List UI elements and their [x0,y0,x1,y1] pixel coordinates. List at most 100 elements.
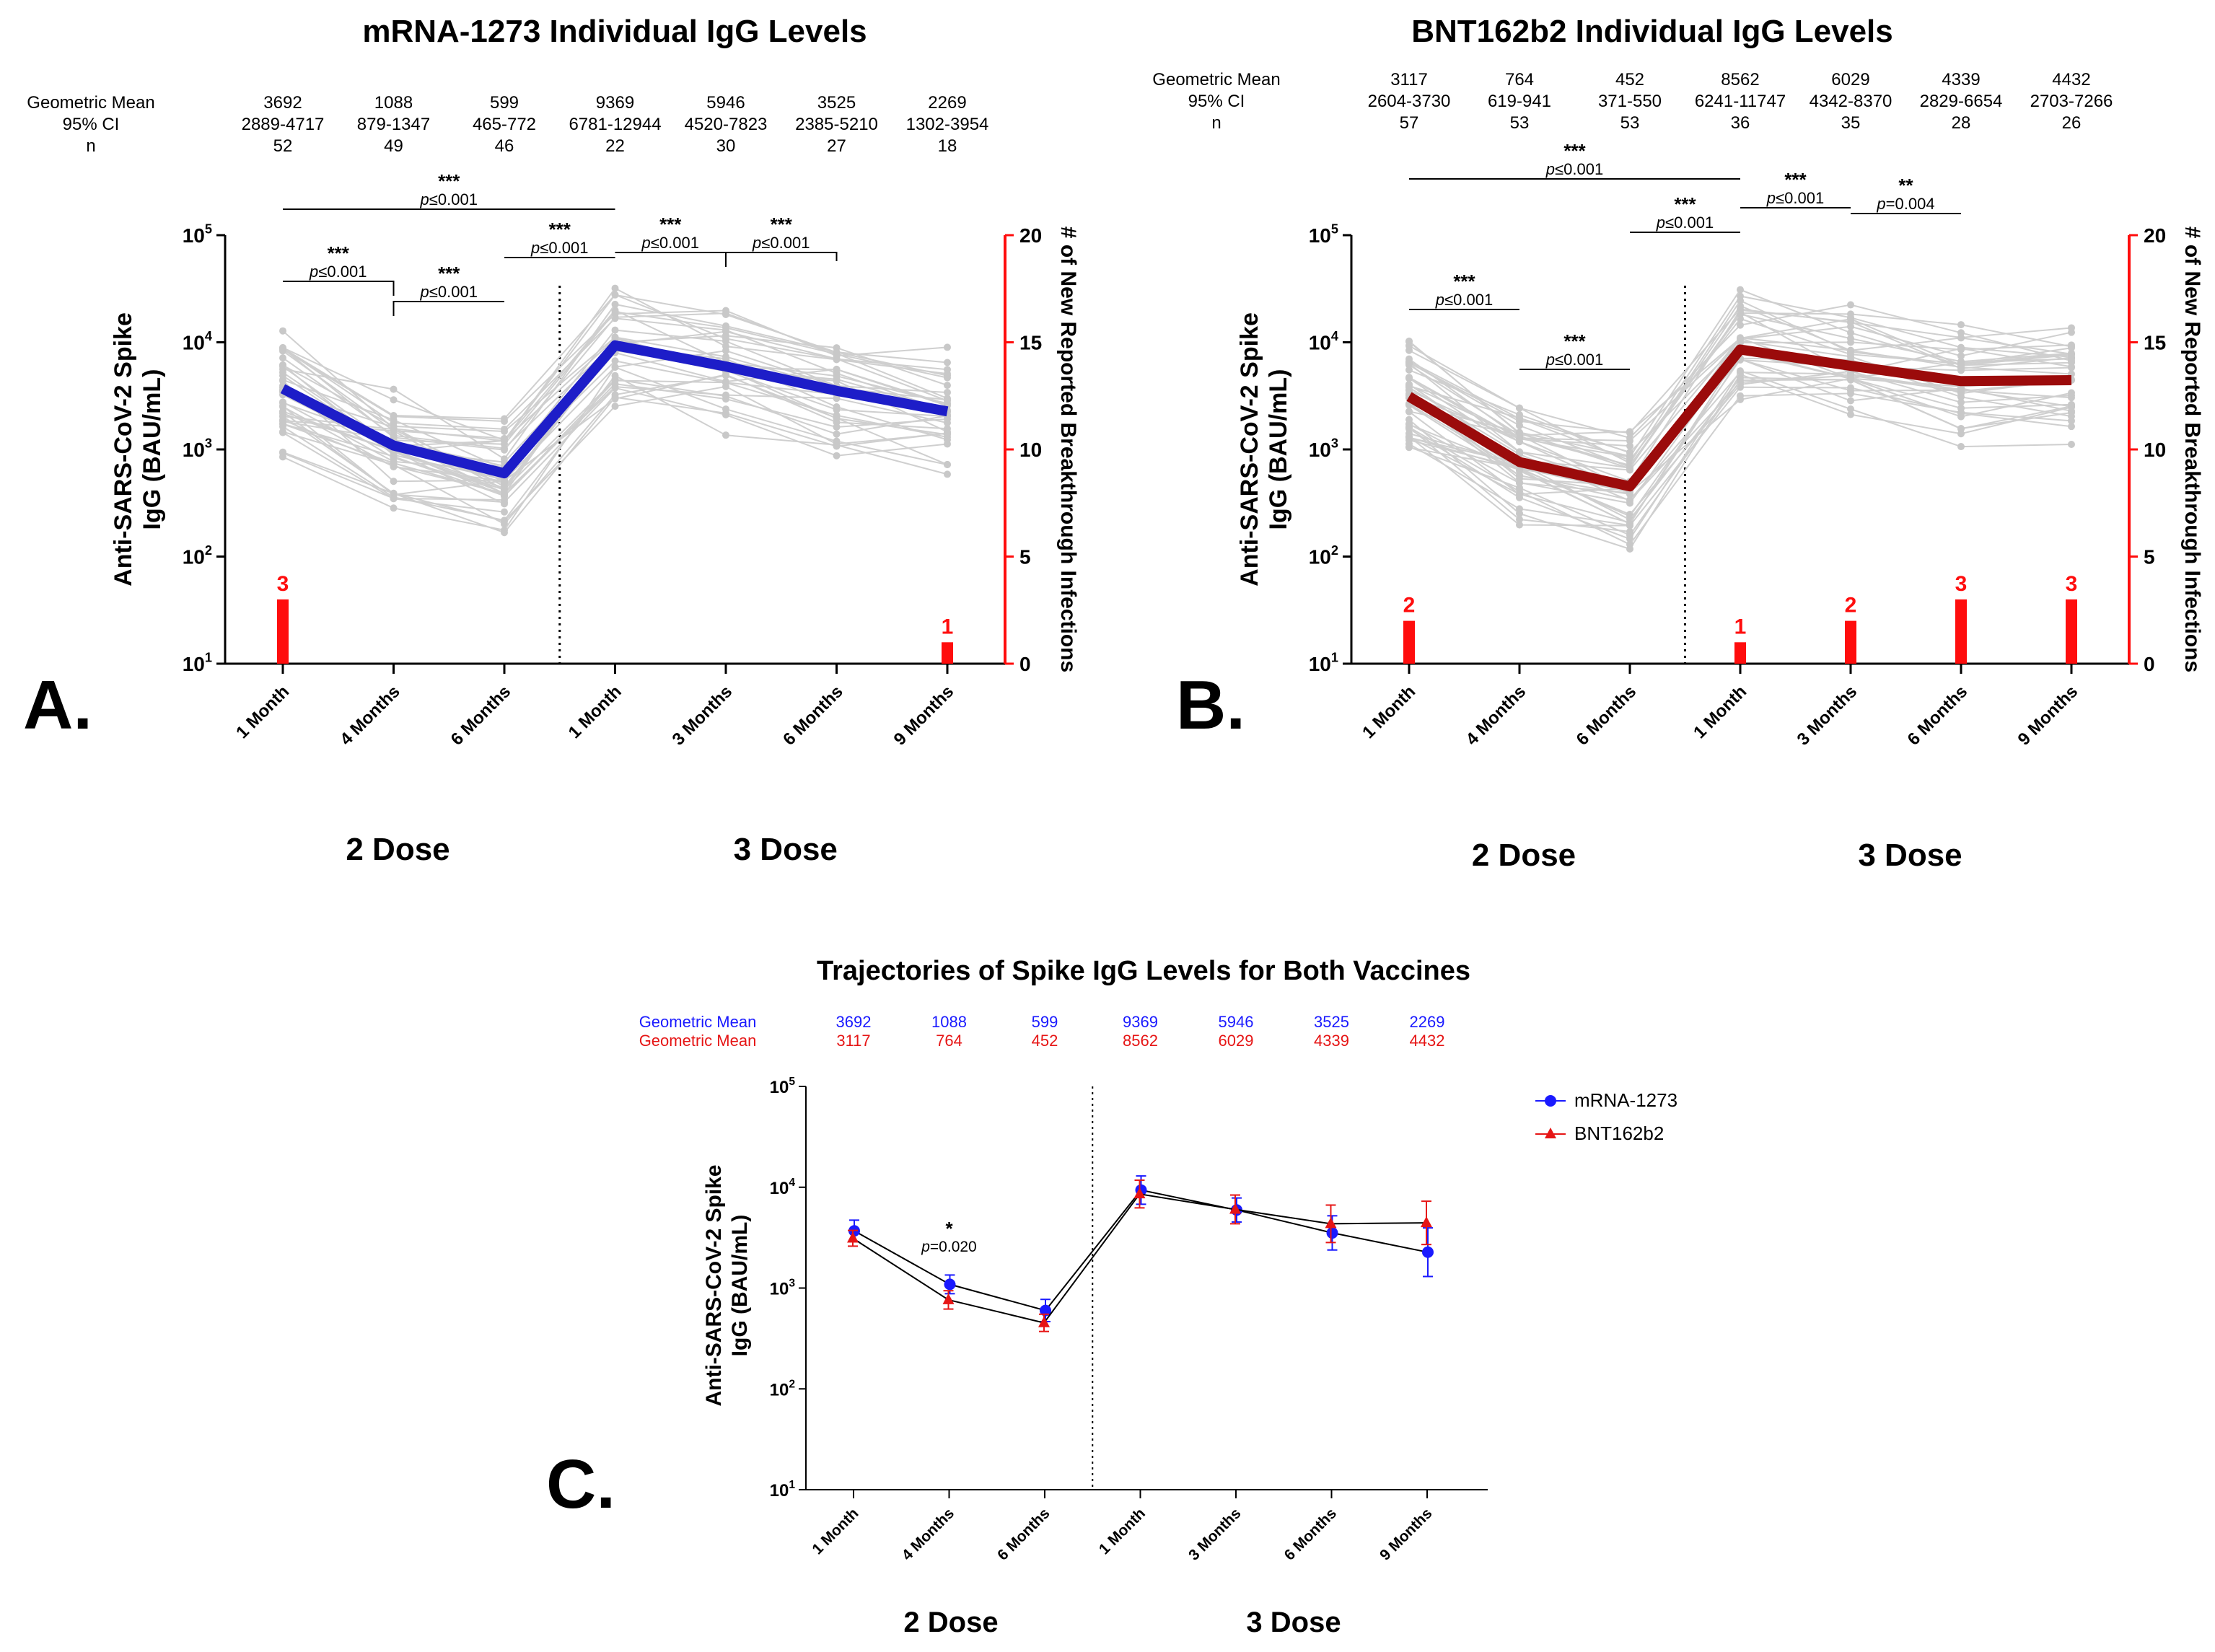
individual-point [2068,344,2075,352]
tick-exponent: 3 [205,436,212,450]
stats-n-value: 26 [2062,113,2082,133]
y-tick-label: 102 [770,1378,796,1400]
p-value-label: p≤0.001 [752,234,810,252]
individual-point [2068,408,2075,416]
significance-bracket [725,252,838,267]
group-label-3-dose: 3 Dose [734,832,838,867]
individual-point [1626,527,1633,535]
individual-point [944,343,951,351]
individual-point [833,452,841,460]
stats-n-value: 27 [827,136,846,156]
tick-base: 10 [770,1380,789,1400]
individual-point [1516,429,1523,436]
legend-marker [1545,1095,1556,1107]
p-value-label: p≤0.001 [1545,160,1603,178]
y2-tick-label: 10 [1019,439,1042,461]
individual-point [833,352,841,360]
p-value-label: p≤0.001 [1545,351,1603,369]
individual-point [1847,405,1854,413]
individual-point [833,423,841,431]
stats-label-gm: Geometric Mean [1152,70,1280,89]
stats-label-ci: 95% CI [1188,92,1245,111]
individual-point [501,434,508,442]
breakthrough-count: 2 [1845,594,1857,618]
x-tick-label: 4 Months [336,682,404,750]
chart-title: BNT162b2 Individual IgG Levels [1411,14,1893,49]
y-tick-label: 104 [183,329,213,354]
individual-point [611,357,619,365]
individual-point [501,529,508,537]
individual-point [2068,349,2075,357]
individual-point [1737,305,1744,313]
tick-exponent: 5 [205,221,212,236]
significance-stars: *** [438,263,460,284]
breakthrough-bar [1845,620,1856,664]
significance-stars: ** [1898,175,1913,196]
individual-point [1847,335,1854,343]
stats-label-n: n [86,136,95,156]
breakthrough-count: 2 [1403,594,1416,618]
tick-exponent: 3 [1331,436,1338,450]
stats-gm-value: 5946 [706,93,745,113]
x-tick-label: 6 Months [1904,682,1972,750]
individual-point [390,385,398,393]
y2-tick-label: 15 [1019,332,1042,354]
p-value: ≤0.001 [761,234,810,252]
tick-exponent: 1 [789,1479,795,1491]
tick-exponent: 4 [789,1177,795,1189]
p-value: ≤0.001 [1665,214,1714,232]
y2-tick-label: 5 [1019,546,1031,568]
individual-point [1516,479,1523,487]
stats-ci-value: 619-941 [1488,92,1551,111]
significance-stars: *** [771,214,793,235]
tick-base: 10 [770,1481,789,1501]
individual-point [1626,437,1633,445]
individual-point [944,419,951,427]
individual-point [1737,367,1744,375]
stats-n-value: 57 [1400,113,1419,133]
p-symbol: p [1766,189,1776,207]
stats-gm-value: 3692 [263,93,302,113]
individual-point [390,504,398,512]
x-tick-label: 6 Months [994,1505,1053,1563]
individual-point [722,391,729,399]
individual-point [279,418,286,426]
group-label-2-dose: 2 Dose [903,1607,998,1638]
tick-exponent: 4 [205,329,213,343]
p-value-label: p≤0.001 [1766,189,1824,207]
stats-gm-value: 452 [1032,1032,1058,1050]
individual-point [1957,352,1965,360]
individual-point [279,413,286,421]
individual-point [1847,410,1854,418]
x-tick-label: 9 Months [890,682,958,750]
breakthrough-count: 3 [2066,572,2078,596]
individual-point [1626,449,1633,457]
geometric-mean-line [1406,344,2072,492]
individual-point [722,307,729,315]
series-bnt162b2 [847,1179,1432,1332]
stats-n-value: 18 [938,136,957,156]
y-tick-label: 103 [1309,436,1338,461]
significance-stars: *** [1784,169,1807,190]
stats-gm-value: 599 [490,93,519,113]
y-axis-label: Anti-SARS-CoV-2 Spike [702,1164,726,1406]
p-value-label: p≤0.001 [1435,291,1493,309]
data-point [1325,1217,1337,1229]
individual-point [1405,440,1413,448]
y-axis-label: Anti-SARS-CoV-2 Spike [1236,312,1263,586]
stats-gm-value: 3525 [1314,1013,1349,1031]
p-symbol: p [420,190,429,208]
stats-gm-value: 4432 [2052,70,2090,89]
individual-point [944,429,951,437]
individual-point [1516,404,1523,412]
stats-gm-value: 2269 [1410,1013,1445,1031]
group-label-3-dose: 3 Dose [1858,838,1962,873]
x-tick-label: 4 Months [899,1505,957,1563]
data-point [1229,1203,1241,1214]
individual-point [1405,380,1413,388]
group-label-3-dose: 3 Dose [1246,1607,1341,1638]
tick-base: 10 [1309,439,1331,461]
stats-n-value: 35 [1841,113,1861,133]
individual-point [1737,296,1744,304]
tick-exponent: 1 [205,650,212,664]
